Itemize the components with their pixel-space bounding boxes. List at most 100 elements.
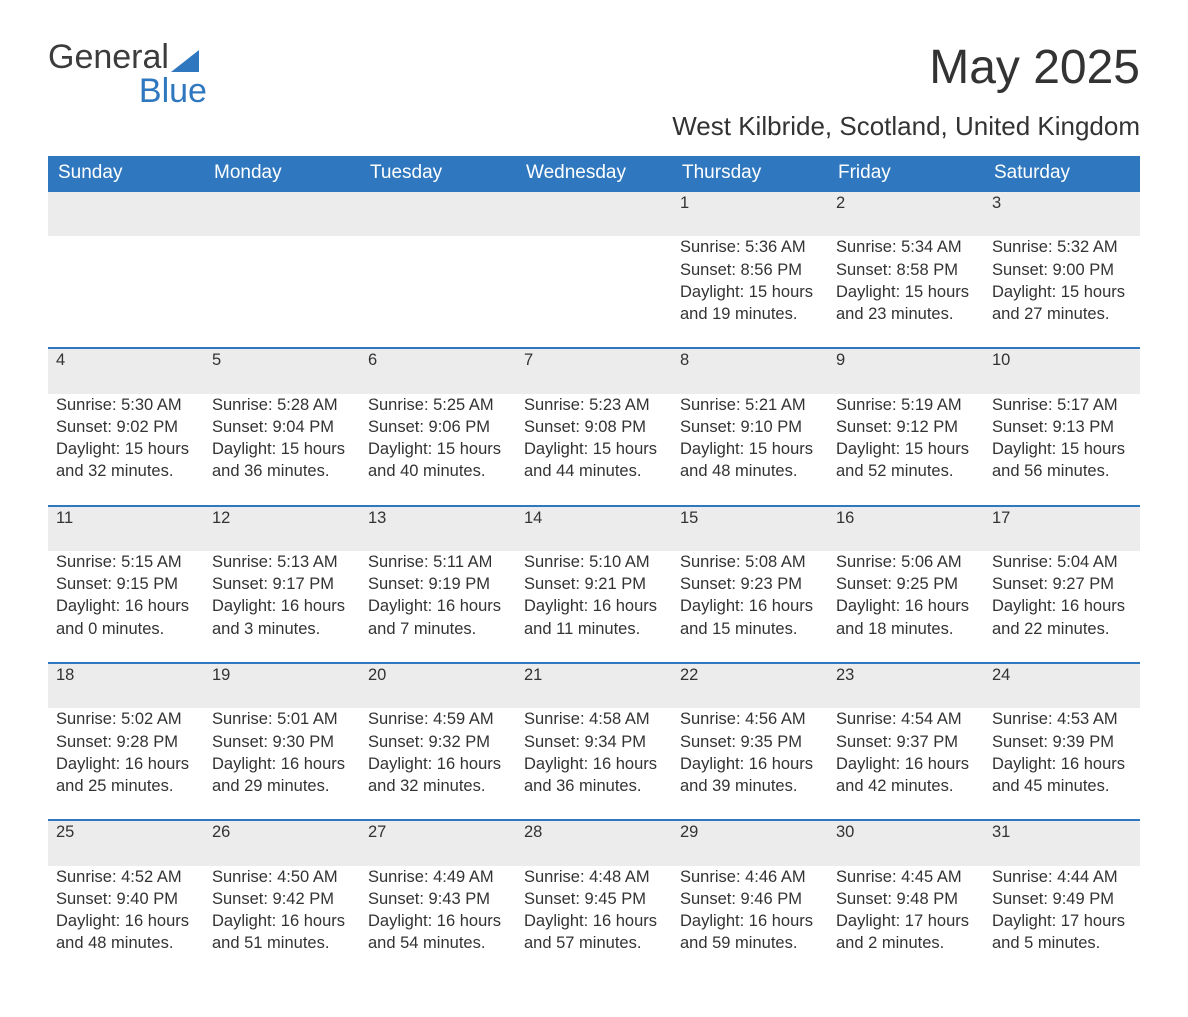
daylight-text: Daylight: 16 hours	[836, 753, 976, 775]
day-number-cell: 28	[516, 820, 672, 865]
daylight-text: Daylight: 16 hours	[56, 753, 196, 775]
daylight-text: and 0 minutes.	[56, 618, 196, 640]
day-number-cell: 14	[516, 506, 672, 551]
sunrise-text: Sunrise: 5:15 AM	[56, 551, 196, 573]
weekday-header: Friday	[828, 156, 984, 191]
sunset-text: Sunset: 9:30 PM	[212, 731, 352, 753]
day-number-cell: 27	[360, 820, 516, 865]
daylight-text: and 5 minutes.	[992, 932, 1132, 954]
daylight-text: Daylight: 16 hours	[836, 595, 976, 617]
daylight-text: Daylight: 16 hours	[992, 753, 1132, 775]
day-number-cell: 31	[984, 820, 1140, 865]
daylight-text: Daylight: 17 hours	[836, 910, 976, 932]
daylight-text: and 29 minutes.	[212, 775, 352, 797]
day-number-cell: 4	[48, 348, 204, 393]
logo-text: General Blue	[48, 40, 205, 110]
daylight-text: and 48 minutes.	[56, 932, 196, 954]
daylight-text: Daylight: 15 hours	[56, 438, 196, 460]
daylight-text: Daylight: 16 hours	[368, 595, 508, 617]
sunrise-text: Sunrise: 5:23 AM	[524, 394, 664, 416]
sunrise-text: Sunrise: 4:44 AM	[992, 866, 1132, 888]
sunrise-text: Sunrise: 5:36 AM	[680, 236, 820, 258]
day-info-cell: Sunrise: 4:49 AMSunset: 9:43 PMDaylight:…	[360, 866, 516, 977]
sunset-text: Sunset: 9:25 PM	[836, 573, 976, 595]
sunrise-text: Sunrise: 4:50 AM	[212, 866, 352, 888]
sunrise-text: Sunrise: 5:25 AM	[368, 394, 508, 416]
sunset-text: Sunset: 9:42 PM	[212, 888, 352, 910]
daylight-text: Daylight: 16 hours	[56, 910, 196, 932]
day-info-cell: Sunrise: 5:02 AMSunset: 9:28 PMDaylight:…	[48, 708, 204, 820]
sunset-text: Sunset: 9:02 PM	[56, 416, 196, 438]
daylight-text: and 56 minutes.	[992, 460, 1132, 482]
sunset-text: Sunset: 9:19 PM	[368, 573, 508, 595]
day-info-cell: Sunrise: 5:19 AMSunset: 9:12 PMDaylight:…	[828, 394, 984, 506]
day-number-cell: 29	[672, 820, 828, 865]
sunrise-text: Sunrise: 5:21 AM	[680, 394, 820, 416]
day-info-cell: Sunrise: 5:04 AMSunset: 9:27 PMDaylight:…	[984, 551, 1140, 663]
sunset-text: Sunset: 9:37 PM	[836, 731, 976, 753]
daylight-text: and 3 minutes.	[212, 618, 352, 640]
sunrise-text: Sunrise: 5:32 AM	[992, 236, 1132, 258]
day-number-cell: 1	[672, 191, 828, 236]
daylight-text: Daylight: 15 hours	[368, 438, 508, 460]
sunrise-text: Sunrise: 4:56 AM	[680, 708, 820, 730]
sunrise-text: Sunrise: 5:01 AM	[212, 708, 352, 730]
sunset-text: Sunset: 9:34 PM	[524, 731, 664, 753]
day-number-cell: 5	[204, 348, 360, 393]
daylight-text: Daylight: 15 hours	[992, 438, 1132, 460]
weekday-header: Wednesday	[516, 156, 672, 191]
calendar-header-row: SundayMondayTuesdayWednesdayThursdayFrid…	[48, 156, 1140, 191]
day-info-cell: Sunrise: 5:06 AMSunset: 9:25 PMDaylight:…	[828, 551, 984, 663]
daylight-text: and 11 minutes.	[524, 618, 664, 640]
sunset-text: Sunset: 8:58 PM	[836, 259, 976, 281]
sunset-text: Sunset: 9:45 PM	[524, 888, 664, 910]
day-number-cell	[516, 191, 672, 236]
weekday-header: Thursday	[672, 156, 828, 191]
day-info-cell: Sunrise: 5:08 AMSunset: 9:23 PMDaylight:…	[672, 551, 828, 663]
title-month: May 2025	[672, 40, 1140, 95]
sunset-text: Sunset: 9:39 PM	[992, 731, 1132, 753]
day-number-cell: 26	[204, 820, 360, 865]
daylight-text: and 45 minutes.	[992, 775, 1132, 797]
sunset-text: Sunset: 9:28 PM	[56, 731, 196, 753]
sunset-text: Sunset: 9:23 PM	[680, 573, 820, 595]
sunset-text: Sunset: 9:32 PM	[368, 731, 508, 753]
daylight-text: and 36 minutes.	[524, 775, 664, 797]
day-number-cell: 16	[828, 506, 984, 551]
sunrise-text: Sunrise: 5:10 AM	[524, 551, 664, 573]
day-info-cell: Sunrise: 4:58 AMSunset: 9:34 PMDaylight:…	[516, 708, 672, 820]
day-number-cell: 17	[984, 506, 1140, 551]
weekday-header: Saturday	[984, 156, 1140, 191]
daylight-text: and 36 minutes.	[212, 460, 352, 482]
daylight-text: Daylight: 16 hours	[524, 595, 664, 617]
day-number-cell: 12	[204, 506, 360, 551]
sunrise-text: Sunrise: 5:11 AM	[368, 551, 508, 573]
day-number-cell	[360, 191, 516, 236]
sunrise-text: Sunrise: 4:53 AM	[992, 708, 1132, 730]
day-info-cell: Sunrise: 5:30 AMSunset: 9:02 PMDaylight:…	[48, 394, 204, 506]
daylight-text: and 23 minutes.	[836, 303, 976, 325]
day-number-cell	[204, 191, 360, 236]
daylight-text: and 27 minutes.	[992, 303, 1132, 325]
daylight-text: and 25 minutes.	[56, 775, 196, 797]
day-info-cell: Sunrise: 4:46 AMSunset: 9:46 PMDaylight:…	[672, 866, 828, 977]
day-info-cell: Sunrise: 4:50 AMSunset: 9:42 PMDaylight:…	[204, 866, 360, 977]
weekday-header: Monday	[204, 156, 360, 191]
day-number-cell: 22	[672, 663, 828, 708]
daylight-text: and 22 minutes.	[992, 618, 1132, 640]
day-info-cell: Sunrise: 5:10 AMSunset: 9:21 PMDaylight:…	[516, 551, 672, 663]
weekday-header: Tuesday	[360, 156, 516, 191]
sunrise-text: Sunrise: 5:06 AM	[836, 551, 976, 573]
day-info-cell: Sunrise: 5:13 AMSunset: 9:17 PMDaylight:…	[204, 551, 360, 663]
daylight-text: Daylight: 15 hours	[680, 438, 820, 460]
day-number-cell: 25	[48, 820, 204, 865]
sunrise-text: Sunrise: 4:52 AM	[56, 866, 196, 888]
sunset-text: Sunset: 9:00 PM	[992, 259, 1132, 281]
day-number-cell: 15	[672, 506, 828, 551]
logo-word-blue: Blue	[48, 74, 207, 110]
day-info-cell: Sunrise: 5:01 AMSunset: 9:30 PMDaylight:…	[204, 708, 360, 820]
day-number-cell: 19	[204, 663, 360, 708]
sunrise-text: Sunrise: 5:19 AM	[836, 394, 976, 416]
day-info-cell: Sunrise: 4:45 AMSunset: 9:48 PMDaylight:…	[828, 866, 984, 977]
daylight-text: Daylight: 15 hours	[524, 438, 664, 460]
